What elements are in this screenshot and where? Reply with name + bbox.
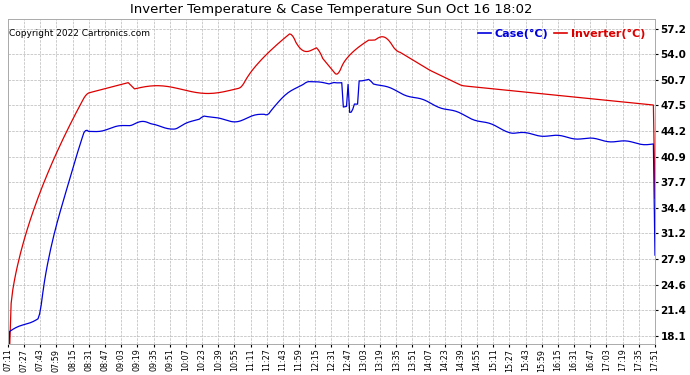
Title: Inverter Temperature & Case Temperature Sun Oct 16 18:02: Inverter Temperature & Case Temperature … (130, 3, 533, 16)
Legend: Case(°C), Inverter(°C): Case(°C), Inverter(°C) (473, 25, 649, 44)
Text: Copyright 2022 Cartronics.com: Copyright 2022 Cartronics.com (8, 29, 150, 38)
